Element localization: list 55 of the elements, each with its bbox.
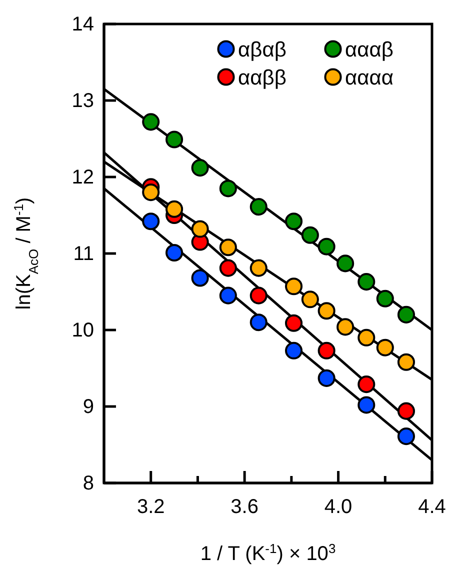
point bbox=[284, 212, 303, 230]
y-tick-label: 10 bbox=[72, 319, 94, 342]
y-tick-label: 9 bbox=[82, 396, 94, 418]
point bbox=[397, 428, 416, 446]
point bbox=[336, 254, 354, 272]
legend-label: αβαβ bbox=[238, 38, 286, 62]
point bbox=[219, 238, 237, 256]
y-tick-label: 14 bbox=[72, 13, 94, 36]
y-tick-label: 11 bbox=[73, 242, 94, 265]
point bbox=[191, 269, 209, 287]
point bbox=[397, 402, 416, 420]
x-tick-label: 3.6 bbox=[230, 496, 258, 518]
point bbox=[358, 273, 376, 291]
point bbox=[250, 314, 268, 332]
text: 4.0 bbox=[324, 496, 352, 518]
y-tick-label: 8 bbox=[82, 472, 94, 494]
x-axis-title: 1 / T (K$^{-1}$) × 10$^{3}$ bbox=[200, 540, 336, 565]
point bbox=[142, 184, 160, 202]
point bbox=[336, 318, 354, 336]
point bbox=[284, 342, 303, 360]
point bbox=[166, 244, 184, 262]
point bbox=[358, 376, 376, 394]
point bbox=[142, 212, 160, 230]
point bbox=[142, 113, 160, 131]
x-tick-label: 3.2 bbox=[136, 496, 165, 518]
point bbox=[318, 369, 336, 387]
point bbox=[250, 286, 268, 304]
point bbox=[318, 302, 336, 320]
point bbox=[250, 259, 268, 277]
point bbox=[219, 180, 237, 198]
point bbox=[358, 396, 376, 414]
point bbox=[284, 314, 303, 332]
point bbox=[219, 259, 237, 277]
legend-label: αααα bbox=[345, 66, 394, 90]
point bbox=[397, 353, 416, 371]
point bbox=[376, 338, 394, 356]
point bbox=[250, 198, 268, 216]
y-tick-label: 13 bbox=[72, 90, 94, 112]
point bbox=[191, 220, 209, 238]
point bbox=[219, 286, 237, 304]
x-tick-label: 4.4 bbox=[418, 496, 446, 518]
y-tick-label: 12 bbox=[72, 166, 94, 188]
legend-label: αααβ bbox=[345, 38, 394, 62]
point bbox=[166, 130, 184, 148]
point bbox=[166, 200, 184, 218]
point bbox=[318, 238, 336, 256]
legend-label: ααββ bbox=[238, 66, 286, 90]
point bbox=[284, 278, 303, 296]
point bbox=[301, 290, 319, 308]
point bbox=[301, 226, 319, 244]
point bbox=[358, 328, 376, 346]
point bbox=[191, 159, 209, 177]
point bbox=[397, 306, 416, 324]
point bbox=[376, 290, 394, 308]
point bbox=[318, 342, 336, 360]
